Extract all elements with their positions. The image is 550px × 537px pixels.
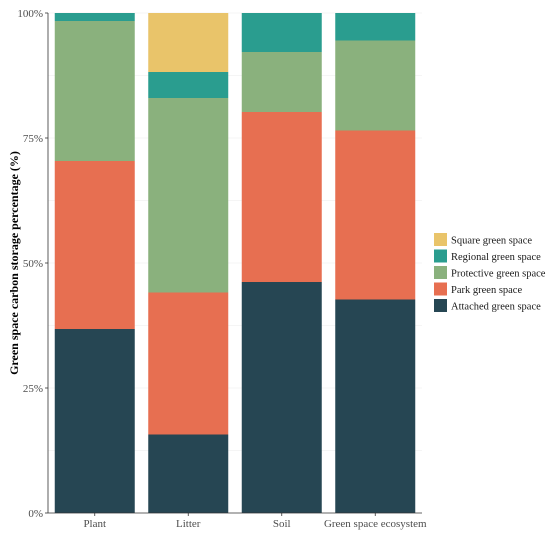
legend-swatch	[434, 299, 447, 312]
y-tick-label: 75%	[23, 133, 43, 145]
bar-segment	[335, 299, 416, 513]
bar-segment	[241, 52, 322, 112]
legend-swatch	[434, 233, 447, 246]
x-tick-label: Plant	[83, 518, 106, 530]
bar-segment	[335, 130, 416, 300]
y-tick-label: 100%	[17, 8, 43, 20]
legend-swatch	[434, 266, 447, 279]
bar-segment	[54, 329, 135, 513]
bar-segment	[148, 72, 229, 98]
y-axis-title: Green space carbon storage percentage (%…	[7, 151, 21, 375]
legend-swatch	[434, 282, 447, 296]
x-tick-label: Litter	[176, 518, 201, 530]
bar-segment	[148, 98, 229, 293]
axes: Plant Litter Soil Green space ecosystem 0% 25…	[17, 8, 427, 530]
legend-swatch	[434, 249, 447, 263]
bar-segment	[335, 13, 416, 41]
bar-segment	[148, 434, 229, 513]
bar-segment	[148, 13, 229, 72]
bar-segment	[335, 40, 416, 131]
y-tick-label: 0%	[28, 508, 43, 520]
bar-segment	[241, 112, 322, 282]
legend-label: Regional green space	[451, 252, 541, 263]
bars	[54, 13, 416, 513]
bar-segment	[54, 161, 135, 329]
legend: Square green space Regional green space Pr…	[434, 233, 546, 313]
y-tick-label: 50%	[23, 258, 43, 270]
bar-segment	[241, 282, 322, 513]
legend-label: Attached green space	[451, 302, 541, 313]
x-tick-label: Green space ecosystem	[324, 518, 427, 530]
legend-label: Park green space	[451, 285, 522, 296]
y-tick-label: 25%	[23, 383, 43, 395]
legend-label: Protective green space	[451, 269, 546, 280]
legend-label: Square green space	[451, 236, 532, 247]
bar-segment	[54, 21, 135, 161]
bar-segment	[54, 13, 135, 21]
bar-segment	[148, 292, 229, 435]
bar-segment	[241, 13, 322, 52]
x-tick-label: Soil	[273, 518, 291, 530]
